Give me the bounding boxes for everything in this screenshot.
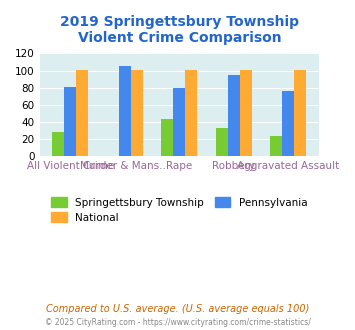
Bar	[76, 70, 88, 156]
Bar	[162, 118, 173, 156]
Bar	[173, 88, 185, 156]
Legend: Springettsbury Township, National, Pennsylvania: Springettsbury Township, National, Penns…	[47, 193, 311, 227]
Bar	[228, 75, 240, 156]
Bar	[119, 66, 131, 156]
Bar	[240, 70, 252, 156]
Text: Compared to U.S. average. (U.S. average equals 100): Compared to U.S. average. (U.S. average …	[46, 304, 309, 314]
Title: 2019 Springettsbury Township
Violent Crime Comparison: 2019 Springettsbury Township Violent Cri…	[60, 15, 299, 45]
Bar	[282, 91, 294, 156]
Bar	[216, 128, 228, 156]
Bar	[52, 132, 64, 156]
Bar	[294, 70, 306, 156]
Bar	[271, 136, 282, 156]
Bar	[131, 70, 143, 156]
Text: © 2025 CityRating.com - https://www.cityrating.com/crime-statistics/: © 2025 CityRating.com - https://www.city…	[45, 318, 310, 327]
Bar	[64, 87, 76, 156]
Bar	[185, 70, 197, 156]
